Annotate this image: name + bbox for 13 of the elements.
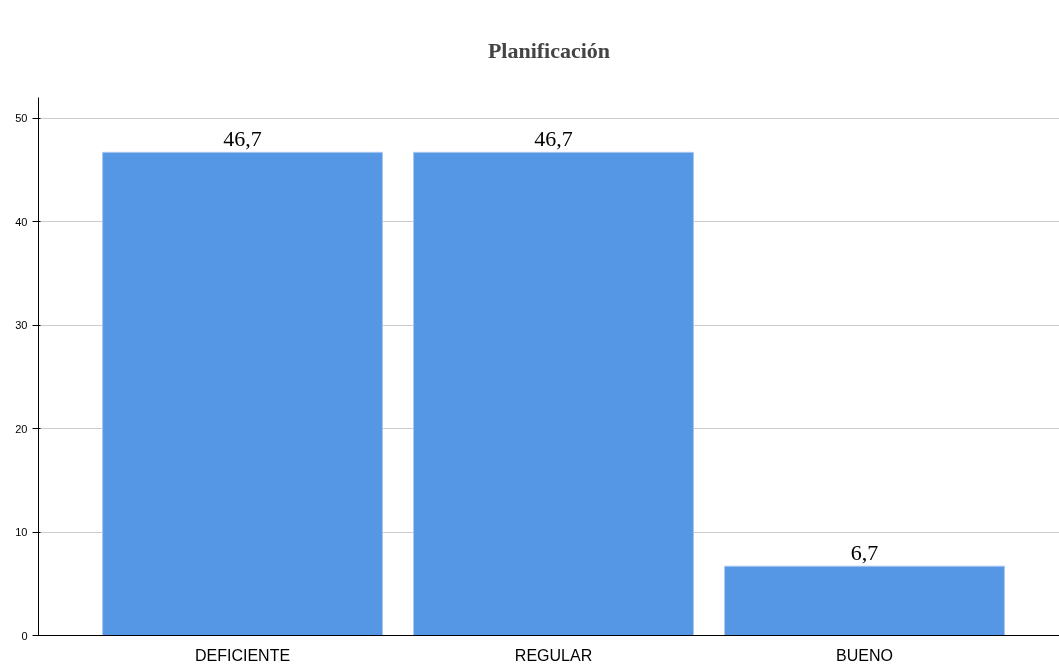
x-tick-label: BUENO: [836, 646, 893, 664]
y-tick-label: 40: [15, 215, 28, 228]
y-tick-label: 20: [15, 422, 28, 435]
data-label: 46,7: [223, 126, 262, 152]
data-label: 46,7: [534, 126, 573, 152]
y-tick-label: 10: [15, 526, 28, 539]
y-tick-label: 30: [15, 319, 28, 332]
x-tick-label: REGULAR: [514, 646, 593, 664]
x-tick-label: DEFICIENTE: [194, 646, 291, 664]
y-tick-label: 0: [21, 629, 28, 642]
y-tick-label: 50: [15, 112, 28, 125]
data-label: 6,7: [850, 540, 879, 566]
chart-title: Planificación: [487, 37, 611, 63]
